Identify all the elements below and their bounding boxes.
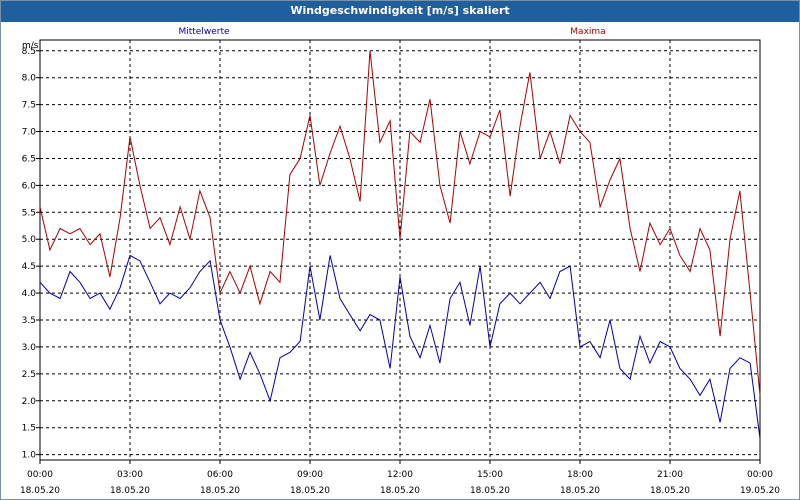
x-tick-time: 09:00 (297, 470, 323, 480)
x-tick-time: 00:00 (747, 470, 773, 480)
y-axis: 1.0 1.5 2.0 2.5 3.0 3.5 4.0 4.5 5.0 5.5 6.0 6.5 7.0 7… (22, 47, 40, 461)
y-tick-label: 5.0 (22, 235, 37, 245)
x-tick-date: 18.05.20 (560, 486, 600, 496)
x-tick-time: 21:00 (657, 470, 683, 480)
y-tick-label: 3.0 (22, 343, 37, 353)
y-tick-label: 1.0 (22, 451, 37, 461)
series-line-mittelwerte (39, 254, 761, 439)
x-tick-time: 12:00 (387, 470, 413, 480)
x-tick-time: 18:00 (567, 470, 593, 480)
x-tick-date: 18.05.20 (380, 486, 420, 496)
y-tick-label: 8.0 (22, 74, 37, 84)
y-tick-label: 2.5 (22, 370, 36, 380)
x-tick-time: 15:00 (477, 470, 503, 480)
y-tick-label: 4.0 (22, 289, 37, 299)
y-tick-label: 7.0 (22, 128, 37, 138)
grid-lines (40, 40, 760, 460)
x-tick-time: 03:00 (117, 470, 143, 480)
y-tick-label: 1.5 (22, 424, 36, 434)
x-tick-date: 18.05.20 (200, 486, 240, 496)
legend-maxima: Maxima (570, 27, 605, 37)
x-tick-time: 06:00 (207, 470, 233, 480)
x-tick-time: 00:00 (27, 470, 53, 480)
y-tick-label: 8.5 (22, 47, 36, 57)
x-tick-date: 18.05.20 (110, 486, 150, 496)
series-lines (39, 50, 761, 439)
y-tick-label: 5.5 (22, 208, 36, 218)
x-tick-date: 18.05.20 (290, 486, 330, 496)
y-tick-label: 4.5 (22, 262, 36, 272)
y-axis-label: m/s (22, 41, 39, 51)
x-tick-date: 19.05.20 (740, 486, 780, 496)
y-tick-label: 2.0 (22, 397, 37, 407)
y-tick-label: 7.5 (22, 101, 36, 111)
y-tick-label: 3.5 (22, 316, 36, 326)
chart-title: Windgeschwindigkeit [m/s] skaliert (1, 1, 799, 22)
legend-mittelwerte: Mittelwerte (178, 27, 229, 37)
x-tick-date: 18.05.20 (470, 486, 510, 496)
x-tick-date: 18.05.20 (650, 486, 690, 496)
series-line-maxima (39, 50, 761, 396)
y-tick-label: 6.5 (22, 154, 36, 164)
y-tick-label: 6.0 (22, 181, 37, 191)
x-tick-date: 18.05.20 (20, 486, 60, 496)
x-axis: 00:00 18.05.20 03:00 18.05.20 06:00 18.05.20 0… (20, 460, 780, 496)
